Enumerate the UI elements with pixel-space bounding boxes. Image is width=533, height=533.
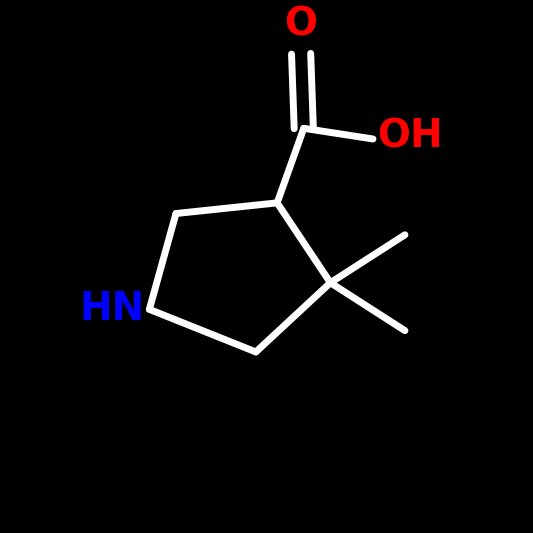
Text: OH: OH bbox=[377, 117, 443, 155]
Text: HN: HN bbox=[79, 290, 144, 328]
Text: O: O bbox=[285, 5, 318, 44]
